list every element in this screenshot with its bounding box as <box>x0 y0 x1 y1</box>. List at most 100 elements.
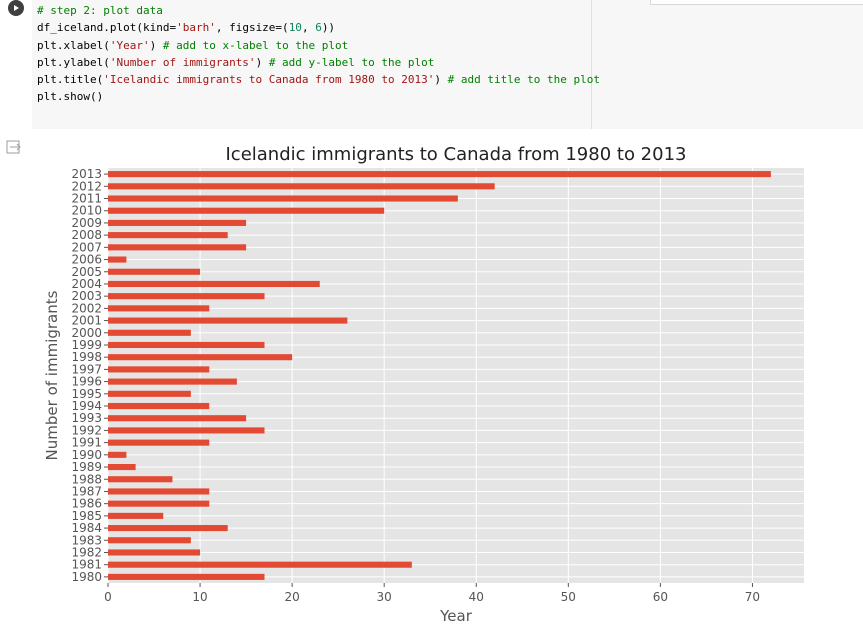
x-axis-label: Year <box>439 607 473 625</box>
y-tick-label: 2013 <box>71 167 102 181</box>
y-tick-label: 2006 <box>71 253 102 267</box>
y-tick-label: 1985 <box>71 509 102 523</box>
x-tick-label: 40 <box>469 590 484 604</box>
code-token: ) <box>434 73 448 87</box>
x-tick-label: 20 <box>284 590 299 604</box>
bar-2000 <box>108 329 191 336</box>
y-axis-label: Number of immigrants <box>43 290 61 460</box>
y-tick-label: 1990 <box>71 448 102 462</box>
code-token: )) <box>321 21 336 35</box>
x-tick-labels: 0 10 20 30 40 50 60 70 <box>104 583 760 604</box>
bar-1982 <box>108 549 201 556</box>
x-tick-label: 50 <box>561 590 576 604</box>
y-tick-label: 1986 <box>71 497 102 511</box>
bar-2008 <box>108 232 228 239</box>
code-token: plt.show() <box>37 90 104 104</box>
bar-1992 <box>108 427 265 434</box>
bar-1980 <box>108 573 265 580</box>
code-token: 'Icelandic immigrants to Canada from 198… <box>103 73 435 87</box>
y-tick-label: 1998 <box>71 350 102 364</box>
x-tick-label: 30 <box>377 590 392 604</box>
bar-1993 <box>108 415 247 422</box>
bar-2010 <box>108 207 385 214</box>
code-token: df_iceland.plot(kind= <box>37 21 177 35</box>
bar-1999 <box>108 341 265 349</box>
y-tick-label: 2005 <box>71 265 102 279</box>
code-line: # step 2: plot data <box>37 2 600 19</box>
y-tick-label: 1982 <box>71 545 102 559</box>
code-token: 'Number of immigrants' <box>109 55 256 69</box>
code-text[interactable]: # step 2: plot data df_iceland.plot(kind=… <box>37 2 600 106</box>
bar-2001 <box>108 317 348 324</box>
y-tick-label: 2001 <box>71 314 102 328</box>
bar-1994 <box>108 402 210 410</box>
plot-area <box>108 168 804 583</box>
code-token: , figsize=( <box>215 21 289 35</box>
bar-1987 <box>108 488 210 495</box>
code-token: 10 <box>288 21 302 35</box>
bar-1986 <box>108 500 210 507</box>
y-tick-label: 1984 <box>71 521 102 535</box>
code-token: ) <box>255 55 269 69</box>
bar-1989 <box>108 463 136 471</box>
y-tick-label: 2008 <box>71 228 102 242</box>
y-tick-label: 2010 <box>71 204 102 218</box>
code-token: plt.xlabel( <box>37 38 110 52</box>
y-tick-label: 2011 <box>71 192 102 206</box>
bar-1981 <box>108 561 412 568</box>
x-tick-label: 10 <box>192 590 207 604</box>
code-editor[interactable] <box>32 0 592 129</box>
bars <box>108 171 771 580</box>
bar-1988 <box>108 476 173 483</box>
x-tick-label: 60 <box>653 590 668 604</box>
y-tick-label: 1992 <box>71 423 102 437</box>
bar-2002 <box>108 305 210 312</box>
y-tick-label: 1983 <box>71 533 102 547</box>
code-token: plt.title( <box>37 73 104 87</box>
bar-1984 <box>108 525 228 532</box>
x-tick-label: 70 <box>745 590 760 604</box>
bar-2007 <box>108 244 247 251</box>
bar-2009 <box>108 219 247 226</box>
y-tick-label: 2009 <box>71 216 102 230</box>
bar-1990 <box>108 451 127 458</box>
bar-1983 <box>108 537 191 544</box>
code-token: plt.ylabel( <box>37 55 110 69</box>
code-token: 'barh' <box>176 21 216 35</box>
bar-2006 <box>108 256 127 263</box>
y-tick-label: 2004 <box>71 277 102 291</box>
y-tick-label: 1991 <box>71 436 102 450</box>
chart-title: Icelandic immigrants to Canada from 1980… <box>225 144 686 165</box>
output-exit-icon[interactable] <box>6 139 22 154</box>
code-token: # add y-label to the plot <box>268 55 435 69</box>
y-tick-labels: 1980198119821983198419851986198719881989… <box>71 167 108 584</box>
bar-chart: 1980198119821983198419851986198719881989… <box>43 144 804 625</box>
code-line: plt.show() <box>37 88 600 105</box>
y-tick-label: 1987 <box>71 484 102 498</box>
bar-2011 <box>108 195 458 202</box>
y-tick-label: 2000 <box>71 326 102 340</box>
y-tick-label: 2007 <box>71 240 102 254</box>
cell-toolbar <box>650 0 863 5</box>
y-tick-label: 1993 <box>71 411 102 425</box>
play-icon <box>14 5 19 11</box>
run-cell-button[interactable] <box>8 0 24 16</box>
y-tick-label: 1981 <box>71 558 102 572</box>
code-line: plt.ylabel('Number of immigrants') # add… <box>37 54 600 71</box>
bar-2005 <box>108 268 201 275</box>
bar-1997 <box>108 366 210 373</box>
y-tick-label: 1994 <box>71 399 102 413</box>
bar-1998 <box>108 354 293 361</box>
y-tick-label: 1995 <box>71 387 102 401</box>
y-tick-label: 2012 <box>71 179 102 193</box>
y-tick-label: 1997 <box>71 362 102 376</box>
bar-2004 <box>108 280 320 288</box>
bar-2012 <box>108 183 495 190</box>
code-token: 6 <box>315 21 322 35</box>
bar-1991 <box>108 439 210 446</box>
code-token: # add to x-label to the plot <box>162 38 349 52</box>
y-tick-label: 2003 <box>71 289 102 303</box>
code-editor-margin <box>592 0 863 129</box>
code-token: # step 2: plot data <box>37 4 163 17</box>
code-token: 'Year' <box>109 38 150 52</box>
